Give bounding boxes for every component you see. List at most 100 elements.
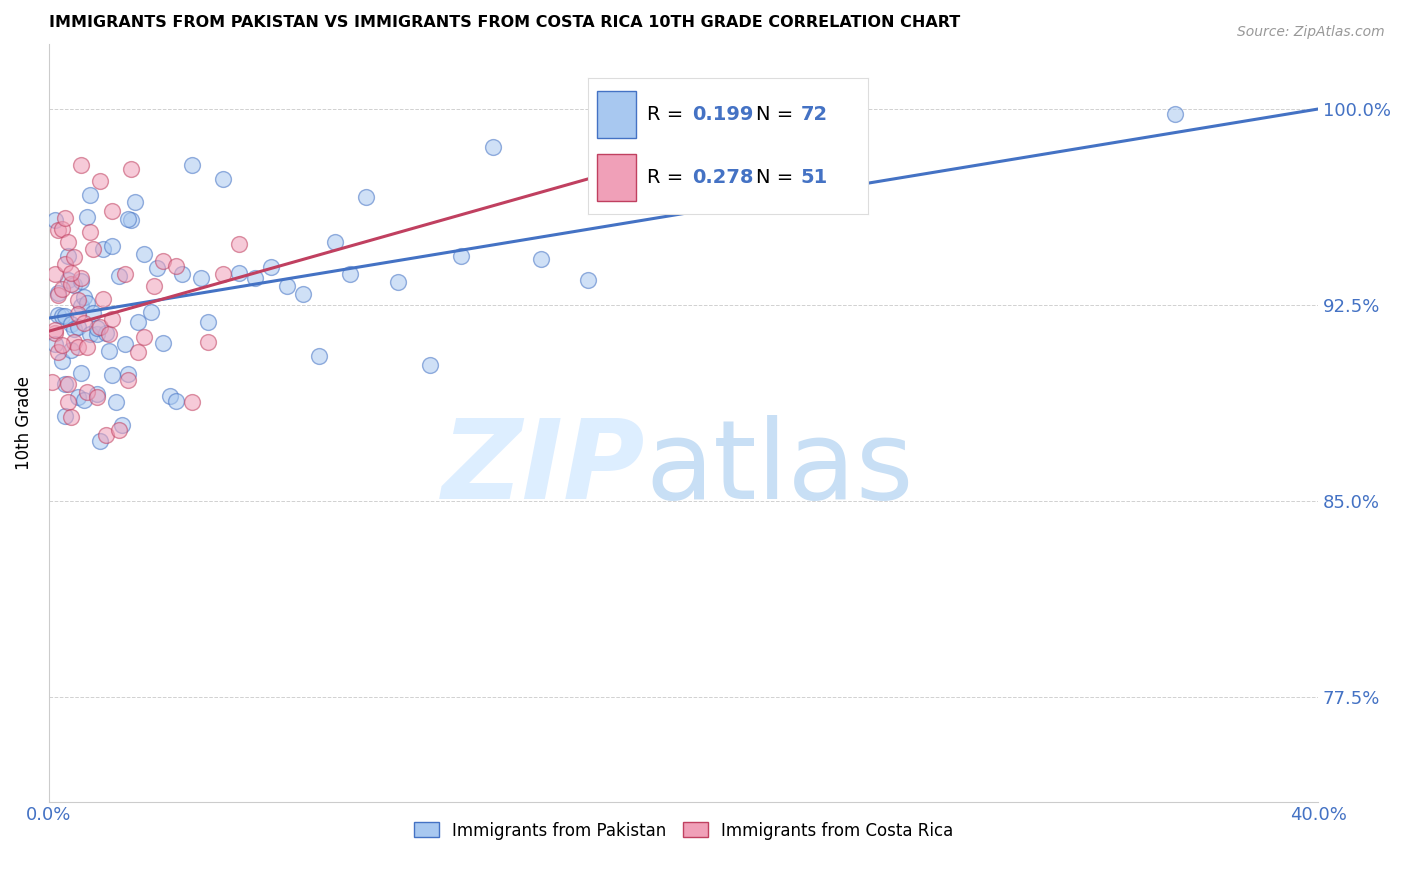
Point: [121, 213, 143, 227]
Point: [339, 267, 361, 281]
Point: [124, 195, 146, 210]
Legend: Immigrants from Pakistan, Immigrants from Costa Rica: Immigrants from Pakistan, Immigrants fro…: [406, 815, 960, 847]
Point: [94, 326, 117, 340]
Point: [66, 320, 89, 334]
Point: [111, 417, 134, 432]
Point: [48, 286, 70, 301]
Point: [139, 304, 162, 318]
Point: [53, 377, 76, 392]
Point: [76, 385, 98, 400]
Point: [69, 366, 91, 380]
Point: [172, 267, 194, 281]
Point: [117, 368, 139, 382]
Point: [76, 341, 98, 355]
Point: [66, 307, 89, 321]
Point: [134, 330, 156, 344]
Point: [450, 249, 472, 263]
Text: IMMIGRANTS FROM PAKISTAN VS IMMIGRANTS FROM COSTA RICA 10TH GRADE CORRELATION CH: IMMIGRANTS FROM PAKISTAN VS IMMIGRANTS F…: [49, 15, 960, 30]
Point: [134, 247, 156, 261]
Point: [107, 268, 129, 283]
Point: [76, 210, 98, 224]
Point: [79, 226, 101, 240]
Text: atlas: atlas: [645, 415, 914, 522]
Point: [165, 393, 187, 408]
Point: [165, 259, 187, 273]
Point: [356, 190, 378, 204]
Point: [53, 257, 76, 271]
Point: [146, 260, 169, 275]
Point: [73, 393, 96, 408]
Point: [387, 275, 409, 289]
Point: [308, 349, 330, 363]
Point: [56, 395, 79, 409]
Point: [86, 320, 108, 334]
Point: [63, 277, 86, 292]
Point: [66, 340, 89, 354]
Point: [212, 172, 235, 186]
Point: [228, 237, 250, 252]
Point: [82, 306, 104, 320]
Point: [69, 274, 91, 288]
Point: [107, 423, 129, 437]
Point: [79, 326, 101, 341]
Point: [51, 282, 73, 296]
Text: ZIP: ZIP: [441, 415, 645, 522]
Point: [56, 273, 79, 287]
Point: [86, 386, 108, 401]
Point: [530, 252, 553, 266]
Point: [91, 292, 114, 306]
Point: [89, 174, 111, 188]
Point: [91, 242, 114, 256]
Text: Source: ZipAtlas.com: Source: ZipAtlas.com: [1237, 25, 1385, 39]
Point: [69, 158, 91, 172]
Y-axis label: 10th Grade: 10th Grade: [15, 376, 32, 469]
Point: [56, 235, 79, 250]
Point: [482, 140, 505, 154]
Point: [86, 326, 108, 341]
Point: [48, 288, 70, 302]
Point: [44, 336, 66, 351]
Point: [48, 223, 70, 237]
Point: [48, 344, 70, 359]
Point: [101, 239, 124, 253]
Point: [152, 335, 174, 350]
Point: [127, 344, 149, 359]
Point: [56, 249, 79, 263]
Point: [66, 390, 89, 404]
Point: [212, 268, 235, 282]
Point: [73, 316, 96, 330]
Point: [159, 389, 181, 403]
Point: [44, 322, 66, 336]
Point: [89, 320, 111, 334]
Point: [190, 270, 212, 285]
Point: [69, 270, 91, 285]
Point: [197, 335, 219, 350]
Point: [197, 315, 219, 329]
Point: [60, 318, 83, 332]
Point: [86, 390, 108, 404]
Point: [323, 235, 346, 250]
Point: [82, 242, 104, 256]
Point: [101, 368, 124, 383]
Point: [117, 211, 139, 226]
Point: [56, 376, 79, 391]
Point: [94, 428, 117, 442]
Point: [98, 343, 121, 358]
Point: [121, 162, 143, 177]
Point: [63, 334, 86, 349]
Point: [1164, 107, 1187, 121]
Point: [51, 354, 73, 368]
Point: [104, 395, 127, 409]
Point: [276, 279, 298, 293]
Point: [152, 254, 174, 268]
Point: [44, 267, 66, 281]
Point: [53, 409, 76, 424]
Point: [60, 277, 83, 291]
Point: [76, 296, 98, 310]
Point: [73, 289, 96, 303]
Point: [260, 260, 283, 274]
Point: [228, 266, 250, 280]
Point: [127, 315, 149, 329]
Point: [245, 271, 267, 285]
Point: [53, 211, 76, 226]
